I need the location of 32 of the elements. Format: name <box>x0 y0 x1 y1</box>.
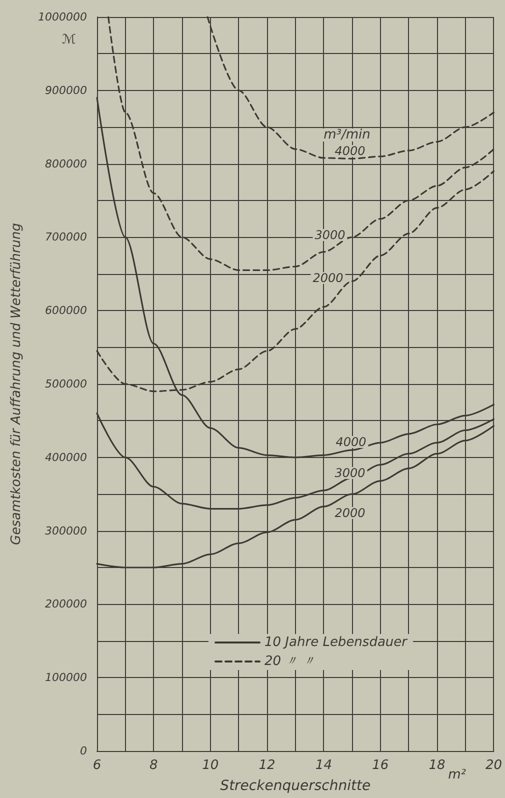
annotation: 3000 <box>314 228 346 242</box>
y-tick-label: 300000 <box>45 524 87 538</box>
annotation: 2000 <box>334 506 366 520</box>
x-tick-label: 6 <box>92 758 102 773</box>
y-tick-label: 100000 <box>45 671 87 684</box>
x-tick-label: 20 <box>485 758 502 773</box>
y-tick-label: 600000 <box>45 304 87 318</box>
text: m² <box>448 768 466 782</box>
y-tick-label: 800000 <box>45 157 87 170</box>
y-axis-title: Gesamtkosten für Auffahrung und Wetterführung <box>9 223 24 545</box>
x-tick-label: 12 <box>258 758 276 773</box>
annotation: m³/min <box>324 128 370 142</box>
annotation: 4000 <box>336 435 367 449</box>
y-tick-label: 700000 <box>45 230 87 244</box>
annotation: 3000 <box>334 466 366 480</box>
annotation: 2000 <box>312 271 344 285</box>
y-tick-label: 200000 <box>45 598 87 611</box>
y-tick-label: 1000000 <box>38 10 87 24</box>
x-tick-label: 18 <box>428 758 446 773</box>
annotation: 4000 <box>334 144 366 158</box>
x-tick-label: 16 <box>372 758 389 773</box>
y-tick-label: 400000 <box>45 450 87 464</box>
legend-label: 20 〃 〃 <box>264 654 316 669</box>
y-tick-label: 900000 <box>45 84 87 97</box>
y-tick-label: 500000 <box>45 378 87 390</box>
x-tick-label: 8 <box>150 758 158 773</box>
x-axis-title: Streckenquerschnitte <box>220 778 371 794</box>
x-tick-label: 10 <box>202 758 219 773</box>
text: ℳ <box>62 32 76 48</box>
legend-label: 10 Jahre Lebensdauer <box>264 635 409 650</box>
x-tick-label: 14 <box>315 758 332 773</box>
y-tick-label: 0 <box>80 744 87 758</box>
